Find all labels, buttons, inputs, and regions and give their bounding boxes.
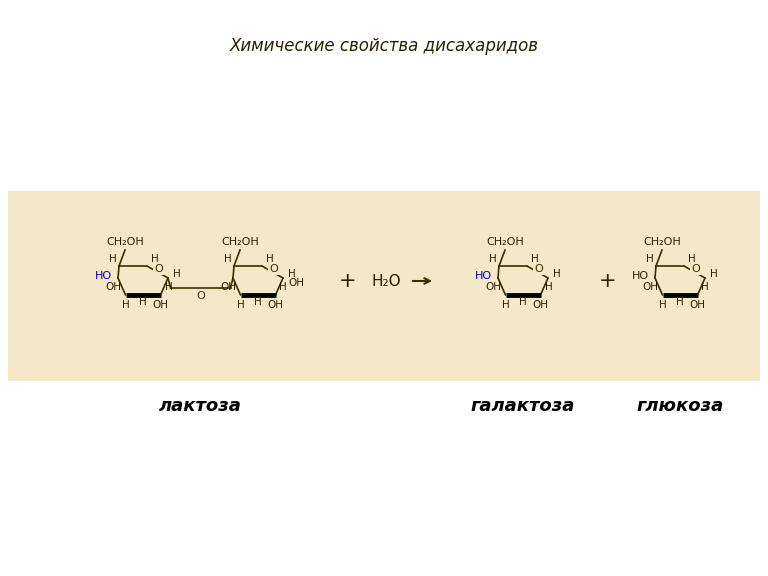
Text: H: H (676, 297, 684, 307)
Text: H: H (519, 297, 527, 307)
Text: OH: OH (153, 300, 168, 310)
Text: Химические свойства дисахаридов: Химические свойства дисахаридов (230, 37, 538, 55)
Text: галактоза: галактоза (471, 397, 575, 415)
Text: OH: OH (643, 282, 658, 292)
Text: H: H (109, 254, 117, 264)
Text: H: H (139, 297, 147, 307)
Text: OH: OH (267, 300, 283, 310)
Text: CH₂OH: CH₂OH (643, 237, 681, 247)
Text: +: + (599, 271, 617, 291)
Text: H: H (164, 282, 172, 292)
Text: CH₂OH: CH₂OH (221, 237, 259, 247)
Text: CH₂OH: CH₂OH (486, 237, 524, 247)
Text: H: H (173, 269, 180, 279)
Text: CH₂OH: CH₂OH (106, 237, 144, 247)
Text: H: H (151, 254, 159, 264)
Text: H₂O: H₂O (371, 274, 401, 289)
Text: O: O (691, 264, 700, 274)
Text: H: H (121, 300, 129, 310)
Text: O: O (269, 264, 278, 274)
Text: H: H (280, 282, 287, 292)
Text: лактоза: лактоза (158, 397, 241, 415)
Text: O: O (534, 264, 543, 274)
Text: OH: OH (105, 282, 121, 292)
Text: O: O (196, 291, 205, 301)
Text: OH: OH (690, 300, 706, 310)
Text: H: H (659, 300, 667, 310)
Text: глюкоза: глюкоза (637, 397, 723, 415)
Text: OH: OH (220, 282, 237, 292)
Text: +: + (339, 271, 357, 291)
Text: HO: HO (475, 271, 492, 281)
Text: HO: HO (632, 271, 649, 281)
Text: H: H (701, 282, 710, 292)
Text: H: H (224, 254, 232, 264)
Text: H: H (502, 300, 509, 310)
Text: H: H (545, 282, 552, 292)
Text: O: O (154, 264, 163, 274)
Text: OH: OH (485, 282, 502, 292)
Text: HO: HO (95, 271, 112, 281)
Text: H: H (710, 269, 718, 279)
Text: H: H (531, 254, 538, 264)
Text: H: H (266, 254, 273, 264)
Text: H: H (489, 254, 497, 264)
Text: H: H (688, 254, 696, 264)
Text: H: H (254, 297, 262, 307)
Text: OH: OH (288, 278, 304, 288)
Text: OH: OH (532, 300, 548, 310)
Text: H: H (553, 269, 561, 279)
Text: H: H (646, 254, 654, 264)
Text: H: H (288, 269, 296, 279)
Text: H: H (237, 300, 244, 310)
FancyBboxPatch shape (8, 191, 760, 381)
